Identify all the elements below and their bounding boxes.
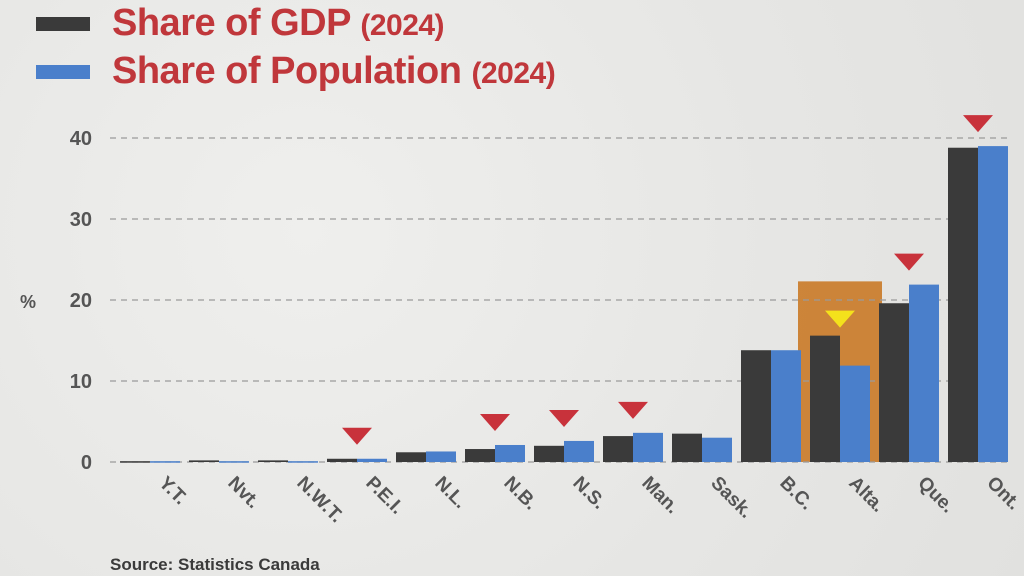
bar-gdp <box>879 303 909 462</box>
x-tick-label: P.E.I. <box>361 473 407 519</box>
x-tick-label: N.B. <box>499 473 541 515</box>
marker-triangle <box>549 409 579 427</box>
x-tick-label: N.L. <box>430 473 470 513</box>
bar-population <box>150 461 180 463</box>
bar-gdp <box>258 460 288 462</box>
bar-population <box>771 350 801 462</box>
highlight-marker <box>825 310 855 328</box>
bar-population <box>702 437 732 462</box>
bar-population <box>495 444 525 462</box>
y-axis-label: % <box>20 292 36 312</box>
source-note: Source: Statistics Canada <box>110 555 320 574</box>
marker-triangle <box>342 427 372 445</box>
bar-gdp <box>741 350 771 462</box>
marker-triangle <box>480 413 510 431</box>
bar-population <box>978 146 1008 462</box>
x-tick-label: B.C. <box>775 473 817 515</box>
bar-population <box>633 432 663 462</box>
legend-swatch-population <box>36 64 90 79</box>
x-tick-label: Sask. <box>706 473 756 523</box>
legend-item-population: Share of Population (2024) <box>36 50 556 93</box>
marker-triangle <box>963 115 993 133</box>
x-tick-label: Nvt. <box>223 473 263 513</box>
bar-gdp <box>672 433 702 462</box>
x-tick-label: Que. <box>913 473 958 518</box>
y-tick-label: 20 <box>70 290 92 312</box>
bar-gdp <box>327 458 357 462</box>
x-tick-label: N.W.T. <box>292 473 346 527</box>
bar-population <box>219 461 249 463</box>
marker-triangle <box>894 253 924 271</box>
marker-triangle <box>618 401 648 419</box>
bar-population <box>909 284 939 462</box>
y-tick-label: 30 <box>70 209 92 231</box>
bar-gdp <box>603 436 633 462</box>
x-tick-label: Man. <box>637 473 682 518</box>
legend-label-population: Share of Population (2024) <box>112 50 556 92</box>
y-tick-label: 10 <box>70 371 92 393</box>
bar-population <box>426 451 456 462</box>
bar-gdp <box>465 449 495 462</box>
bar-population <box>564 440 594 462</box>
bar-gdp <box>948 147 978 462</box>
legend-label-gdp: Share of GDP (2024) <box>112 2 445 44</box>
x-tick-label: N.S. <box>568 473 609 514</box>
y-tick-label: 40 <box>70 128 92 150</box>
bar-gdp <box>189 460 219 462</box>
bar-population <box>840 365 870 462</box>
bar-gdp <box>120 461 150 463</box>
bar-gdp <box>810 335 840 462</box>
bar-population <box>288 461 318 463</box>
x-tick-label: Alta. <box>844 473 888 517</box>
bar-gdp <box>396 452 426 462</box>
legend-item-gdp: Share of GDP (2024) <box>36 2 445 45</box>
y-tick-label: 0 <box>81 452 92 474</box>
bar-population <box>357 458 387 462</box>
x-tick-label: Y.T. <box>154 473 191 510</box>
bar-gdp <box>534 445 564 462</box>
legend-swatch-gdp <box>36 16 90 31</box>
x-tick-label: Ont. <box>982 473 1024 515</box>
